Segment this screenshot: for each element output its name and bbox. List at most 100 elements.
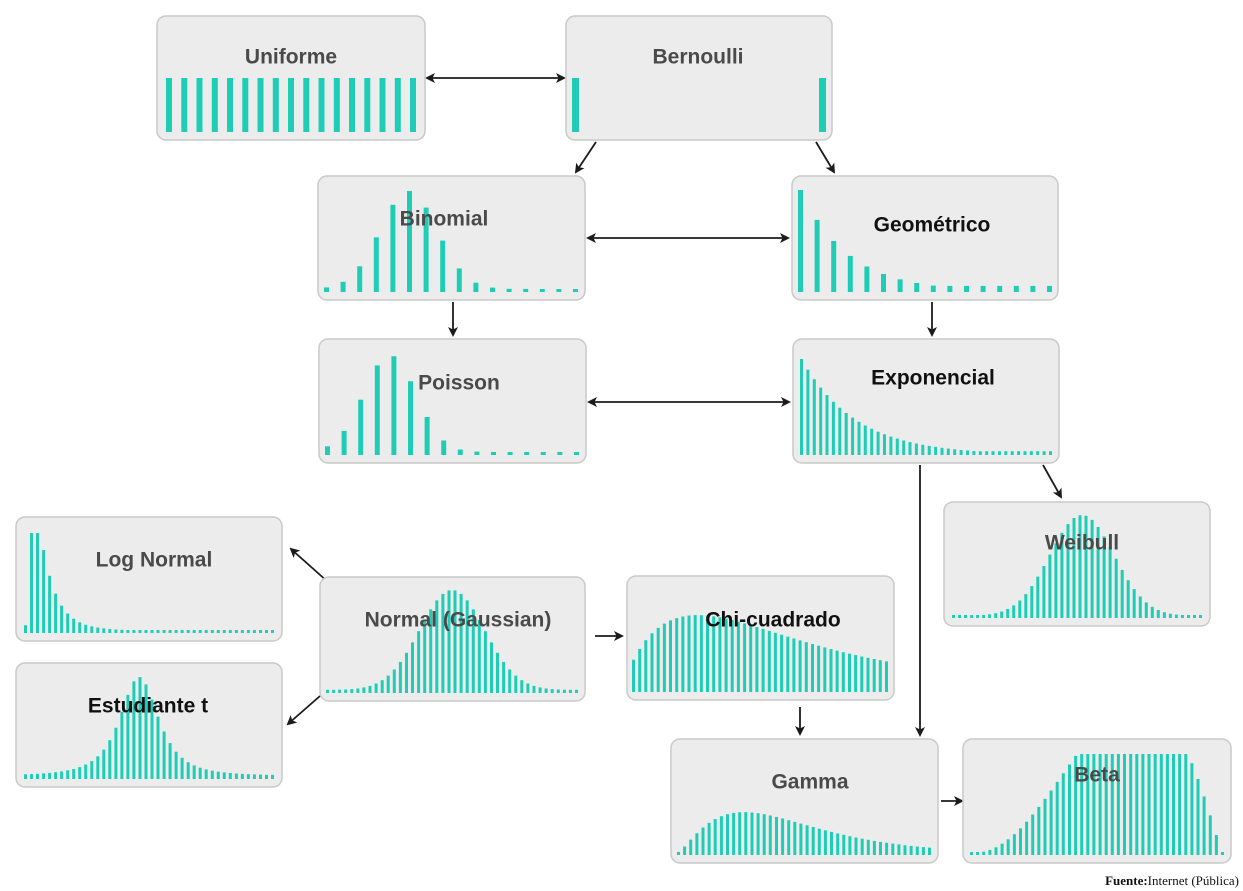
node-title: Beta (1074, 764, 1120, 787)
distribution-bar (1054, 543, 1058, 618)
distribution-bar (1055, 781, 1059, 855)
distribution-bar (84, 764, 88, 779)
distribution-bar (1114, 558, 1118, 618)
node-box (791, 175, 1059, 301)
distribution-bar (54, 593, 58, 633)
distribution-bar (825, 395, 829, 455)
distribution-bar (1147, 754, 1151, 855)
distribution-bar (768, 815, 772, 855)
distribution-bar (964, 285, 969, 292)
distribution-bar (1000, 611, 1004, 618)
distribution-bar (744, 812, 748, 855)
distribution-bar (391, 356, 397, 455)
node-binomial: Binomial (317, 175, 586, 301)
distribution-bar (982, 851, 986, 855)
distribution-bar (1084, 515, 1088, 618)
distribution-bar (891, 843, 895, 855)
distribution-bar (532, 685, 536, 693)
distribution-bar (773, 632, 777, 692)
distribution-bar (1092, 754, 1096, 855)
distribution-bar (186, 762, 190, 779)
distribution-bar (24, 625, 27, 633)
distribution-bar (724, 618, 728, 692)
distribution-bar (36, 773, 39, 779)
distribution-bar (326, 689, 329, 693)
distribution-bar (441, 440, 447, 455)
distribution-bar (1165, 754, 1169, 855)
distribution-bar (1153, 754, 1157, 855)
edges-layer (286, 73, 1062, 806)
distribution-bar (994, 613, 998, 618)
distribution-bar (792, 638, 796, 692)
distribution-bar (126, 630, 130, 633)
distribution-bars (952, 515, 1202, 618)
distribution-bar (514, 675, 518, 693)
distribution-bar (168, 743, 172, 779)
distribution-bar (997, 451, 1001, 455)
distribution-bar (953, 449, 957, 455)
distribution-bar (879, 841, 882, 855)
node-box (319, 576, 586, 702)
distribution-bar (374, 365, 380, 455)
distribution-bar (508, 669, 512, 693)
distribution-bar (138, 677, 142, 779)
distribution-bar (1080, 754, 1084, 855)
distribution-bar (1078, 515, 1082, 618)
distribution-bar (1187, 615, 1190, 618)
distribution-bar (921, 847, 925, 855)
distribution-bar (48, 772, 52, 779)
distribution-bar (156, 716, 160, 779)
distribution-bar (407, 191, 412, 292)
distribution-bar (883, 434, 886, 455)
distribution-bar (732, 812, 736, 855)
distribution-bar (332, 689, 336, 693)
distribution-bar (556, 689, 560, 693)
distribution-bar (798, 190, 803, 292)
distribution-bar (786, 636, 790, 692)
distribution-bar (881, 274, 886, 292)
distribution-bar (823, 647, 827, 692)
edge-bernoulli-to-binomial (574, 141, 597, 174)
distribution-bar (1068, 764, 1071, 855)
distribution-bar (761, 628, 765, 692)
distribution-bar (411, 642, 414, 693)
distribution-bar (1066, 524, 1070, 618)
node-exponencial: Exponencial (792, 338, 1060, 464)
distribution-bar (42, 773, 46, 779)
distribution-bar (562, 689, 566, 693)
distribution-bar (1004, 451, 1008, 455)
distribution-bar (914, 283, 920, 292)
distribution-bar (364, 78, 371, 132)
distribution-bar (1208, 815, 1212, 855)
distribution-bar (712, 616, 716, 692)
distribution-bar (405, 652, 408, 693)
distribution-bar (713, 819, 717, 855)
distribution-bar (72, 769, 76, 779)
nodes-layer: Uniforme Bernoulli Binomial Geométrico Poiss… (15, 15, 1232, 864)
distribution-bar (1193, 615, 1196, 618)
distribution-bar (675, 618, 679, 692)
distribution-bar (465, 600, 469, 693)
distribution-bar (934, 446, 938, 455)
distribution-bar (976, 615, 980, 618)
distribution-bar (854, 655, 858, 692)
distribution-bar (1104, 754, 1108, 855)
distribution-bar (689, 839, 693, 855)
node-title: Chi-cuadrado (705, 609, 840, 632)
distribution-bar (985, 451, 989, 455)
distribution-bar (730, 620, 734, 692)
node-title: Poisson (418, 372, 500, 395)
node-title: Normal (Gaussian) (365, 609, 552, 632)
distribution-bar (575, 689, 578, 693)
distribution-bar (693, 615, 697, 692)
distribution-bar (271, 630, 274, 633)
distribution-bar (490, 642, 493, 693)
distribution-bar (817, 828, 821, 855)
node-uniforme: Uniforme (156, 15, 426, 141)
distribution-bar (102, 628, 106, 633)
distribution-bar (1012, 605, 1016, 618)
distribution-bar (805, 825, 809, 855)
distribution-bar (793, 821, 797, 855)
distribution-bar (897, 279, 903, 292)
